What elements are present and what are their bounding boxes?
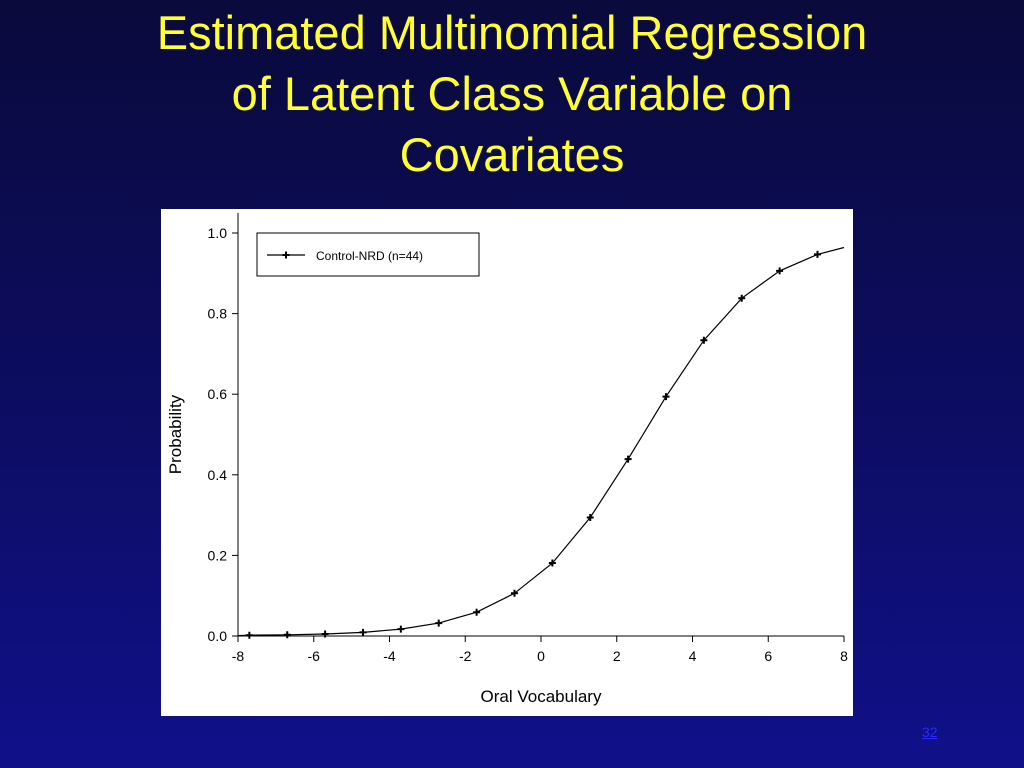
title-line-2: of Latent Class Variable on [231,67,793,120]
series-line [237,246,845,637]
y-tick-label: 0.8 [208,306,228,322]
y-tick-label: 0.2 [208,547,228,563]
y-tick-label: 0.4 [208,467,228,483]
x-tick-label: -6 [308,648,321,664]
title-line-1: Estimated Multinomial Regression [156,6,868,59]
x-axis-label: Oral Vocabulary [481,687,602,706]
x-tick-label: -2 [459,648,472,664]
data-point [283,631,291,639]
data-point [813,250,821,258]
title-line-3: Covariates [399,128,625,181]
chart-panel: -8 -6 -4 -2 0 2 4 6 8 0.0 0.2 0.4 0.6 0.8 1.0 Oral Voca… [161,209,853,716]
y-tick-label: 1.0 [208,225,228,241]
legend-label: Control-NRD (n=44) [316,249,423,263]
data-point [548,559,556,567]
x-tick-label: 0 [537,648,545,664]
data-point [359,628,367,636]
x-tick-label: 2 [613,648,621,664]
slide-number[interactable]: 32 [922,724,938,740]
y-tick-label: 0.6 [208,386,228,402]
data-point [397,625,405,633]
y-tick-label: 0.0 [208,628,228,644]
x-tick-label: 6 [764,648,772,664]
x-tick-label: 4 [689,648,697,664]
data-point [662,393,670,401]
data-point [510,589,518,597]
slide-title: Estimated Multinomial Regression of Late… [0,2,1024,185]
x-tick-label: -4 [383,648,396,664]
data-point [321,630,329,638]
x-tick-label: -8 [232,648,245,664]
data-point [245,631,253,639]
y-axis-label: Probability [166,394,185,474]
data-point [473,608,481,616]
data-point [700,336,708,344]
legend-marker [282,251,290,259]
data-point [738,294,746,302]
probability-chart: -8 -6 -4 -2 0 2 4 6 8 0.0 0.2 0.4 0.6 0.8 1.0 Oral Voca… [166,213,848,706]
x-tick-label: 8 [840,648,848,664]
data-point [776,267,784,275]
data-point [586,514,594,522]
data-point [435,619,443,627]
data-point [624,455,632,463]
